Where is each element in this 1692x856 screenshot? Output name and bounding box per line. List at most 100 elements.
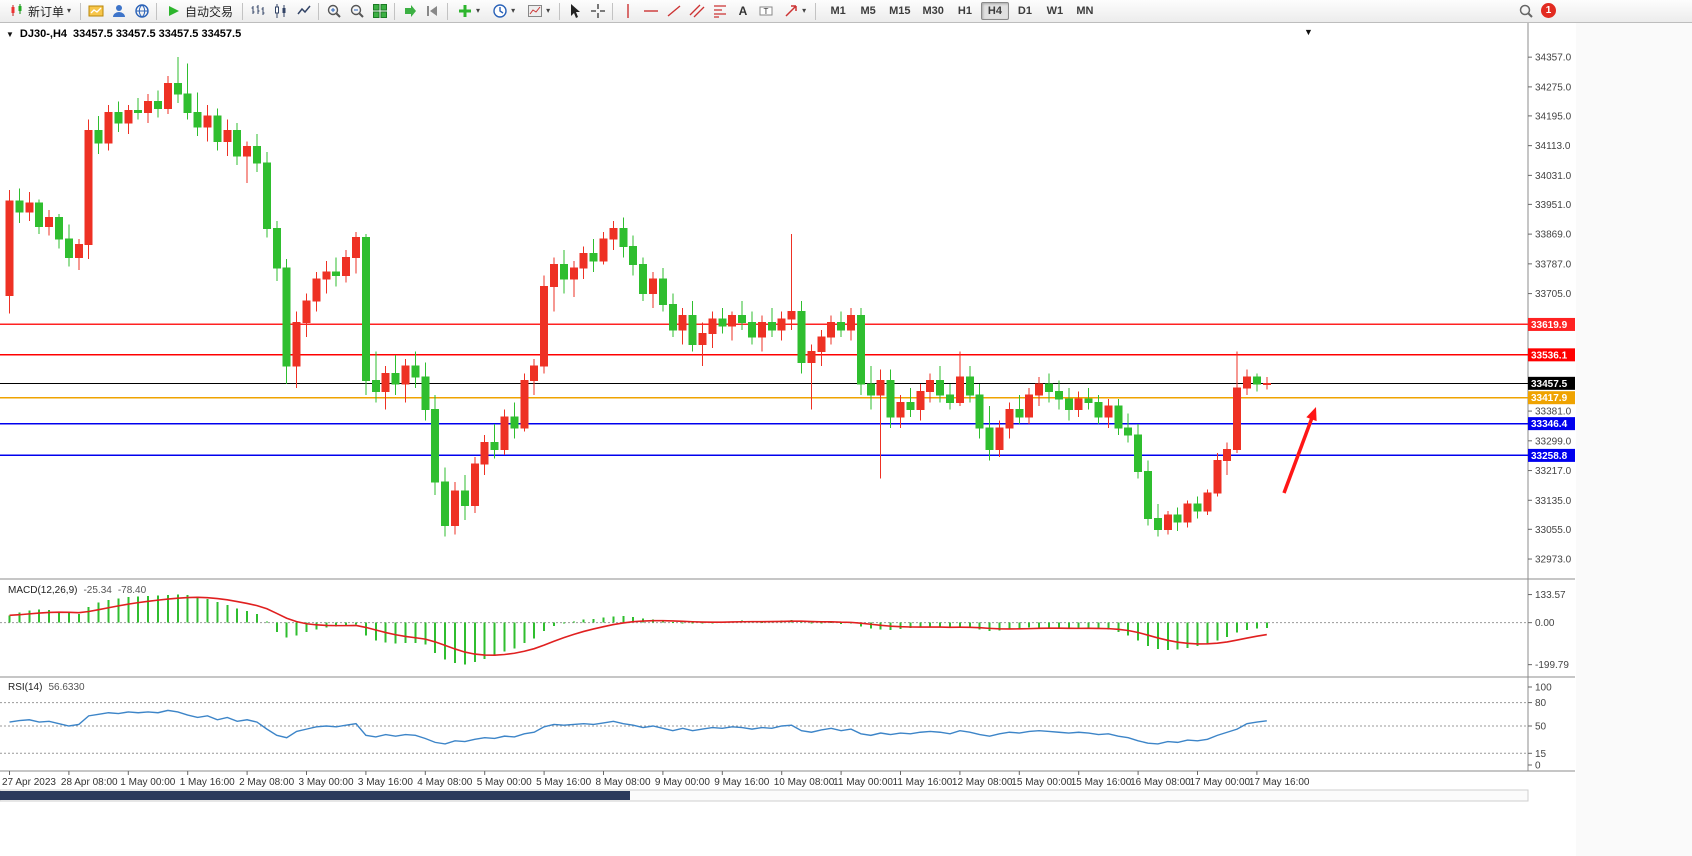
toolbar-separator — [318, 2, 320, 20]
svg-text:50: 50 — [1535, 722, 1547, 733]
toolbar-separator — [559, 2, 561, 20]
timeframe-button-h1[interactable]: H1 — [957, 5, 972, 17]
macd-name: MACD(12,26,9) — [8, 585, 78, 596]
svg-text:17 May 00:00: 17 May 00:00 — [1190, 777, 1251, 788]
svg-text:28 Apr 08:00: 28 Apr 08:00 — [61, 777, 118, 788]
svg-text:33951.0: 33951.0 — [1535, 200, 1572, 211]
timeframe-button-w1[interactable]: W1 — [1046, 5, 1064, 17]
svg-text:4 May 08:00: 4 May 08:00 — [417, 777, 472, 788]
indicators-button[interactable]: ▾ — [451, 0, 486, 22]
svg-text:33135.0: 33135.0 — [1535, 496, 1572, 507]
chart-window: ▼ DJ30-,H4 33457.5 33457.5 33457.5 33457… — [0, 23, 1576, 806]
vertical-line-button[interactable] — [616, 1, 639, 21]
auto-trading-label: 自动交易 — [185, 4, 234, 19]
tile-windows-icon — [372, 4, 387, 18]
auto-scroll-button[interactable] — [398, 1, 421, 21]
timeframe-button-d1[interactable]: D1 — [1017, 5, 1032, 17]
svg-text:8 May 08:00: 8 May 08:00 — [596, 777, 651, 788]
price-badge-33536.1: 33536.1 — [1528, 348, 1575, 362]
arrow-tool-icon — [785, 5, 797, 17]
ohlc-quote-label: 33457.5 33457.5 33457.5 33457.5 — [73, 28, 242, 40]
timeframe-button-m15[interactable]: M15 — [889, 5, 911, 17]
notification-badge[interactable]: 1 — [1541, 3, 1556, 18]
svg-text:33705.0: 33705.0 — [1535, 289, 1572, 300]
fibonacci-button[interactable] — [708, 1, 731, 21]
auto-trading-icon — [169, 6, 180, 16]
auto-scroll-icon — [404, 5, 416, 17]
new-order-button[interactable]: 新订单 ▾ — [3, 0, 77, 22]
chart-shift-button[interactable] — [421, 1, 444, 21]
horizontal-line-button[interactable] — [639, 1, 662, 21]
horizontal-scrollbar-track[interactable] — [0, 789, 1529, 802]
chart-context-arrow-icon[interactable]: ▼ — [1304, 27, 1313, 37]
price-axis: 34357.0 34275.0 34195.0 34113.0 34031.0 33951… — [1528, 53, 1572, 566]
candlestick-chart-button[interactable] — [269, 1, 292, 21]
svg-text:3 May 16:00: 3 May 16:00 — [358, 777, 413, 788]
profile-icon — [112, 5, 125, 17]
svg-text:15: 15 — [1535, 749, 1547, 760]
symbol-timeframe-label: DJ30-,H4 — [19, 28, 67, 40]
symbol-dropdown-arrow-icon[interactable]: ▼ — [6, 29, 14, 39]
chart-window-icon — [88, 5, 104, 17]
auto-trading-button[interactable]: 自动交易 — [160, 0, 239, 22]
toolbar-separator — [612, 2, 614, 20]
svg-text:0: 0 — [1535, 761, 1541, 772]
chevron-down-icon: ▾ — [511, 6, 516, 15]
templates-button[interactable]: ▾ — [521, 0, 556, 22]
crosshair-button[interactable] — [586, 1, 609, 21]
price-badge-33346.4: 33346.4 — [1528, 417, 1575, 431]
price-badge-33417.9: 33417.9 — [1528, 391, 1575, 405]
svg-text:100: 100 — [1535, 683, 1552, 694]
line-chart-button[interactable] — [292, 1, 315, 21]
chart-canvas[interactable]: 34357.0 34275.0 34195.0 34113.0 34031.0 33951… — [0, 23, 1576, 806]
svg-text:34357.0: 34357.0 — [1535, 53, 1572, 64]
indicators-icon — [459, 5, 472, 17]
search-button[interactable] — [1514, 1, 1537, 21]
horizontal-scrollbar-thumb[interactable] — [0, 791, 630, 800]
svg-text:17 May 16:00: 17 May 16:00 — [1249, 777, 1310, 788]
candlestick-series — [5, 57, 1271, 537]
svg-text:34113.0: 34113.0 — [1535, 141, 1571, 152]
profile-button[interactable] — [107, 1, 130, 21]
svg-text:A: A — [738, 4, 747, 18]
timeframe-button-m5[interactable]: M5 — [860, 5, 876, 17]
zoom-in-button[interactable] — [322, 1, 345, 21]
svg-text:2 May 08:00: 2 May 08:00 — [239, 777, 294, 788]
crosshair-icon — [590, 4, 605, 18]
new-order-label: 新订单 — [28, 4, 65, 19]
svg-text:33417.9: 33417.9 — [1531, 393, 1568, 404]
cursor-button[interactable] — [563, 1, 586, 21]
chevron-down-icon: ▾ — [476, 6, 481, 15]
rsi-name: RSI(14) — [8, 682, 43, 693]
svg-text:-199.79: -199.79 — [1535, 660, 1569, 671]
timeframe-button-m30[interactable]: M30 — [922, 5, 944, 17]
macd-label: MACD(12,26,9) -25.34 -78.40 — [8, 585, 146, 596]
bar-chart-button[interactable] — [246, 1, 269, 21]
trendline-button[interactable] — [662, 1, 685, 21]
toolbar-separator — [156, 2, 158, 20]
periods-button[interactable]: ▾ — [486, 0, 521, 22]
text-label-button[interactable]: T — [754, 1, 777, 21]
tile-windows-button[interactable] — [368, 1, 391, 21]
trend-arrow-annotation[interactable] — [1282, 407, 1317, 494]
zoom-out-button[interactable] — [345, 1, 368, 21]
svg-text:34275.0: 34275.0 — [1535, 82, 1572, 93]
timeframe-button-m1[interactable]: M1 — [830, 5, 846, 17]
timeframe-button-h4[interactable]: H4 — [980, 2, 1009, 20]
macd-histogram — [8, 594, 1268, 665]
channel-icon — [689, 4, 705, 18]
channel-button[interactable] — [685, 1, 708, 21]
svg-text:11 May 00:00: 11 May 00:00 — [833, 777, 893, 788]
arrows-button[interactable]: ▾ — [777, 0, 812, 22]
publish-button[interactable] — [130, 1, 153, 21]
svg-text:12 May 08:00: 12 May 08:00 — [952, 777, 1013, 788]
trendline-icon — [667, 5, 681, 17]
svg-text:11 May 16:00: 11 May 16:00 — [893, 777, 953, 788]
chart-window-button[interactable] — [84, 1, 107, 21]
price-badge-33457.5: 33457.5 — [1528, 376, 1575, 390]
timeframe-button-mn[interactable]: MN — [1076, 5, 1094, 17]
svg-text:3 May 00:00: 3 May 00:00 — [299, 777, 354, 788]
text-tool-button[interactable]: A — [731, 1, 754, 21]
text-icon: A — [738, 4, 747, 18]
